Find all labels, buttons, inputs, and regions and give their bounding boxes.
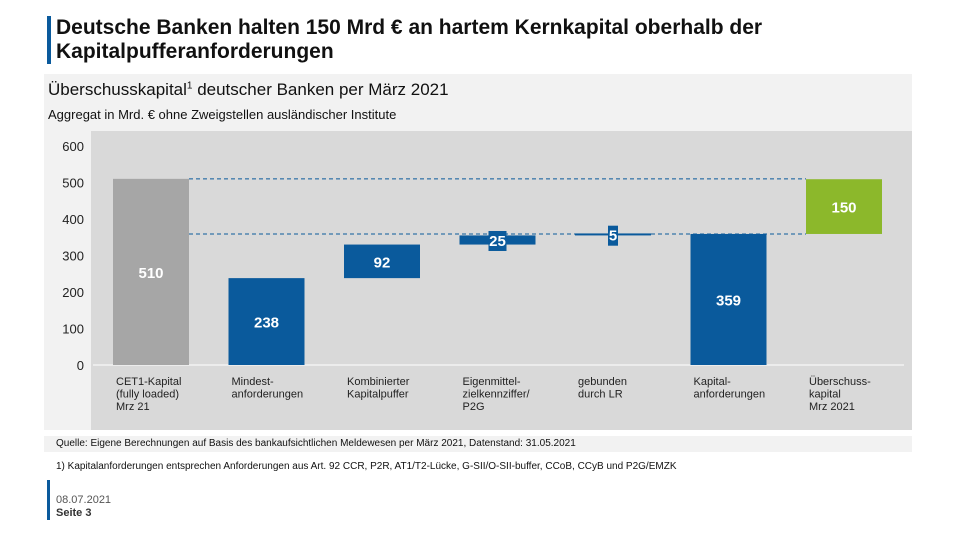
- value-label-6: 359: [716, 292, 741, 309]
- category-label: zielkennziffer/: [463, 389, 531, 401]
- bar-7: [806, 179, 882, 234]
- category-label: anforderungen: [232, 389, 304, 401]
- value-label-tab-5: [608, 225, 618, 246]
- y-tick-label: 500: [62, 176, 84, 191]
- value-label-2: 238: [254, 315, 279, 332]
- bar-2: [228, 278, 305, 365]
- slide-title: Deutsche Banken halten 150 Mrd € an hart…: [56, 16, 763, 63]
- title-accent-bar: [47, 16, 51, 64]
- category-label: P2G: [463, 401, 485, 413]
- subtitle-main: Überschusskapital: [48, 80, 187, 99]
- value-label-7: 150: [831, 200, 856, 217]
- subtitle-footnote-marker: 1: [186, 80, 193, 92]
- category-label: Kapital-: [694, 376, 732, 388]
- y-tick-label: 400: [62, 212, 84, 227]
- category-label: (fully loaded): [116, 389, 179, 401]
- source-note: Quelle: Eigene Berechnungen auf Basis de…: [44, 436, 912, 452]
- y-tick-label: 200: [62, 285, 84, 300]
- y-tick-label: 300: [62, 249, 84, 264]
- value-label-tab-4: [488, 230, 507, 251]
- category-label: anforderungen: [694, 389, 766, 401]
- chart-unit-note: Aggregat in Mrd. € ohne Zweigstellen aus…: [48, 107, 397, 122]
- category-label: gebunden: [578, 376, 627, 388]
- value-label-5: 5: [609, 228, 617, 245]
- y-tick-label: 600: [62, 139, 84, 154]
- category-label: CET1-Kapital: [116, 376, 181, 388]
- slide-date: 08.07.2021: [56, 494, 112, 506]
- category-label: Mrz 21: [116, 401, 150, 413]
- category-label: Eigenmittel-: [463, 376, 521, 388]
- y-tick-label: 100: [62, 322, 84, 337]
- value-label-4: 25: [489, 233, 506, 250]
- category-label: Mrz 2021: [809, 401, 855, 413]
- value-label-1: 510: [138, 265, 163, 282]
- page-number: Seite 3: [56, 507, 92, 519]
- category-label: Kapitalpuffer: [347, 389, 409, 401]
- footer-accent-bar: [47, 480, 50, 520]
- category-label: durch LR: [578, 389, 623, 401]
- value-label-3: 92: [374, 254, 391, 271]
- subtitle-rest: deutscher Banken per März 2021: [192, 80, 449, 99]
- footnote: 1) Kapitalanforderungen entsprechen Anfo…: [56, 461, 677, 472]
- bar-3: [344, 244, 420, 279]
- y-tick-label: 0: [77, 358, 84, 373]
- category-label: Mindest-: [232, 376, 275, 388]
- bar-1: [113, 178, 189, 365]
- plot-area: [91, 131, 912, 430]
- bar-6: [690, 233, 767, 365]
- category-label: Überschuss-: [809, 376, 871, 388]
- chart-subtitle: Überschusskapital1 deutscher Banken per …: [48, 80, 449, 100]
- category-label: kapital: [809, 389, 841, 401]
- category-label: Kombinierter: [347, 376, 410, 388]
